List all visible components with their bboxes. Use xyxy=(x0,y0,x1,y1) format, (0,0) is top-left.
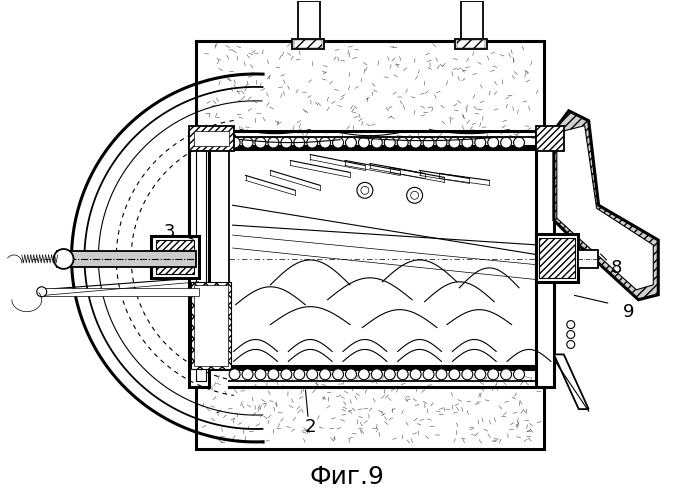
Bar xyxy=(228,148,536,366)
Bar xyxy=(462,2,483,41)
Circle shape xyxy=(229,369,240,380)
Circle shape xyxy=(294,137,305,148)
Circle shape xyxy=(384,369,395,380)
Bar xyxy=(151,236,198,278)
Circle shape xyxy=(449,369,460,380)
Circle shape xyxy=(242,137,253,148)
Circle shape xyxy=(320,369,330,380)
Circle shape xyxy=(488,137,499,148)
Circle shape xyxy=(411,192,418,200)
Polygon shape xyxy=(554,111,659,300)
Bar xyxy=(40,288,198,296)
Bar xyxy=(191,282,230,370)
Bar xyxy=(194,130,228,146)
Bar xyxy=(536,130,554,387)
Circle shape xyxy=(268,369,279,380)
Circle shape xyxy=(320,137,330,148)
Bar xyxy=(57,251,196,267)
Circle shape xyxy=(255,137,266,148)
Circle shape xyxy=(423,137,434,148)
Text: 3: 3 xyxy=(163,223,175,241)
Circle shape xyxy=(268,137,279,148)
Circle shape xyxy=(346,137,357,148)
Bar xyxy=(294,40,322,48)
Circle shape xyxy=(567,320,575,328)
Bar xyxy=(536,126,564,150)
Circle shape xyxy=(332,369,344,380)
Bar xyxy=(156,240,194,274)
Circle shape xyxy=(371,137,382,148)
Circle shape xyxy=(294,369,305,380)
Circle shape xyxy=(397,137,408,148)
Text: Фиг.9: Фиг.9 xyxy=(310,464,384,488)
Bar xyxy=(455,39,487,49)
Circle shape xyxy=(229,137,240,148)
Circle shape xyxy=(475,369,486,380)
Circle shape xyxy=(255,369,266,380)
Bar xyxy=(189,126,234,150)
Bar xyxy=(298,2,320,41)
Bar xyxy=(577,250,598,268)
Circle shape xyxy=(436,137,447,148)
Bar xyxy=(539,238,575,278)
Circle shape xyxy=(407,188,423,204)
Circle shape xyxy=(567,340,575,348)
Circle shape xyxy=(281,137,291,148)
Circle shape xyxy=(500,137,511,148)
Circle shape xyxy=(462,137,473,148)
Circle shape xyxy=(357,182,373,198)
Circle shape xyxy=(307,369,318,380)
Circle shape xyxy=(410,369,421,380)
Circle shape xyxy=(514,137,525,148)
Polygon shape xyxy=(557,126,653,290)
Circle shape xyxy=(436,369,447,380)
Circle shape xyxy=(384,137,395,148)
Bar xyxy=(196,136,206,382)
Bar xyxy=(194,285,228,366)
Bar xyxy=(536,234,577,282)
Circle shape xyxy=(53,249,74,269)
Circle shape xyxy=(449,137,460,148)
Circle shape xyxy=(514,369,525,380)
Circle shape xyxy=(488,369,499,380)
Bar xyxy=(292,39,324,49)
Circle shape xyxy=(462,369,473,380)
Text: 8: 8 xyxy=(611,259,623,277)
Circle shape xyxy=(500,369,511,380)
Circle shape xyxy=(567,330,575,338)
Circle shape xyxy=(346,369,357,380)
Circle shape xyxy=(307,137,318,148)
Circle shape xyxy=(332,137,344,148)
Circle shape xyxy=(242,369,253,380)
Circle shape xyxy=(358,369,369,380)
Circle shape xyxy=(475,137,486,148)
Bar xyxy=(196,370,544,449)
Polygon shape xyxy=(554,354,589,409)
Bar xyxy=(457,40,485,48)
Circle shape xyxy=(281,369,291,380)
Circle shape xyxy=(371,369,382,380)
Text: 2: 2 xyxy=(305,418,316,436)
Circle shape xyxy=(358,137,369,148)
Circle shape xyxy=(361,186,369,194)
Circle shape xyxy=(37,287,46,296)
Bar xyxy=(189,130,209,387)
Text: 9: 9 xyxy=(623,302,634,320)
Bar xyxy=(196,41,544,146)
Circle shape xyxy=(397,369,408,380)
Circle shape xyxy=(423,369,434,380)
Circle shape xyxy=(410,137,421,148)
